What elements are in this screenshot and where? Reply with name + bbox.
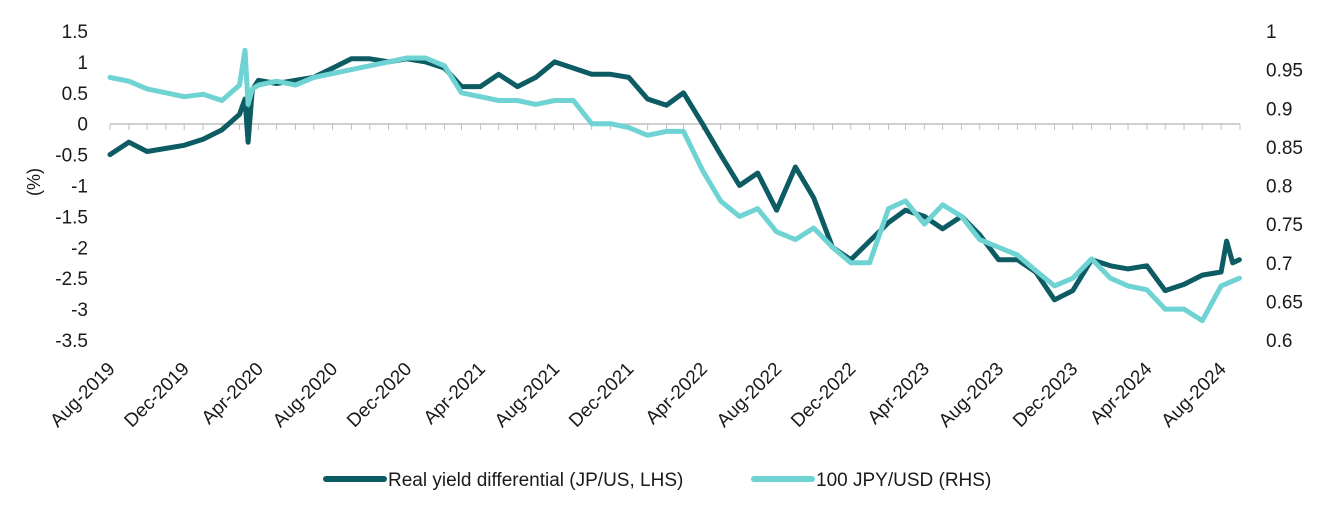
x-axis-tick-marks <box>109 124 1241 130</box>
right-y-tick-label: 0.65 <box>1266 292 1303 313</box>
legend-label-1: Real yield differential (JP/US, LHS) <box>388 470 683 491</box>
left-y-tick-label: -2 <box>71 238 88 259</box>
x-tick-label: Apr-2022 <box>642 359 712 429</box>
x-tick-label: Dec-2021 <box>565 359 638 432</box>
left-y-tick-label: -2.5 <box>55 269 88 290</box>
left-y-tick-label: -0.5 <box>55 146 88 167</box>
x-tick-label: Aug-2021 <box>491 359 564 432</box>
x-tick-label: Apr-2020 <box>198 359 268 429</box>
right-y-tick-label: 0.9 <box>1266 99 1292 120</box>
series-line-2 <box>107 47 1242 324</box>
series-line-1 <box>107 56 1242 303</box>
left-y-axis-ticks: 1.5 1 0.5 0 -0.5 -1 -1.5 -2 -2.5 -3 -3.5 <box>55 22 88 352</box>
x-tick-label: Aug-2024 <box>1158 358 1231 431</box>
x-tick-label: Dec-2023 <box>1009 359 1082 432</box>
right-y-axis-ticks: 1 0.95 0.9 0.85 0.8 0.75 0.7 0.65 0.6 <box>1266 22 1303 352</box>
x-tick-label: Apr-2021 <box>420 359 490 429</box>
x-tick-label: Aug-2023 <box>935 359 1008 432</box>
series-layer <box>107 47 1242 324</box>
left-y-tick-label: -1.5 <box>55 207 88 228</box>
left-y-axis-title: (%) <box>24 168 44 196</box>
legend: Real yield differential (JP/US, LHS) 100 … <box>323 470 991 491</box>
left-y-tick-label: 1.5 <box>62 22 88 43</box>
right-y-tick-label: 0.7 <box>1266 254 1292 275</box>
legend-label-2: 100 JPY/USD (RHS) <box>816 470 991 491</box>
x-tick-label: Dec-2022 <box>787 359 860 432</box>
x-tick-label: Aug-2019 <box>46 359 119 432</box>
left-y-tick-label: -3.5 <box>55 331 88 352</box>
x-tick-label: Aug-2022 <box>713 359 786 432</box>
left-y-tick-label: 0.5 <box>62 84 88 105</box>
x-tick-label: Apr-2023 <box>864 359 934 429</box>
right-y-tick-label: 0.75 <box>1266 215 1303 236</box>
x-tick-label: Aug-2020 <box>269 359 342 432</box>
left-y-tick-label: -3 <box>71 300 88 321</box>
x-tick-label: Dec-2020 <box>343 359 416 432</box>
right-y-tick-label: 1 <box>1266 22 1277 43</box>
x-axis-ticks: Aug-2019 Dec-2019 Apr-2020 Aug-2020 Dec-2020… <box>46 358 1231 431</box>
x-tick-label: Apr-2024 <box>1086 358 1156 428</box>
left-y-tick-label: 0 <box>77 115 88 136</box>
right-y-tick-label: 0.6 <box>1266 331 1292 352</box>
x-tick-label: Dec-2019 <box>121 359 194 432</box>
right-y-tick-label: 0.8 <box>1266 177 1292 198</box>
left-y-tick-label: 1 <box>77 53 88 74</box>
left-y-tick-label: -1 <box>71 177 88 198</box>
right-y-tick-label: 0.95 <box>1266 61 1303 82</box>
right-y-tick-label: 0.85 <box>1266 138 1303 159</box>
